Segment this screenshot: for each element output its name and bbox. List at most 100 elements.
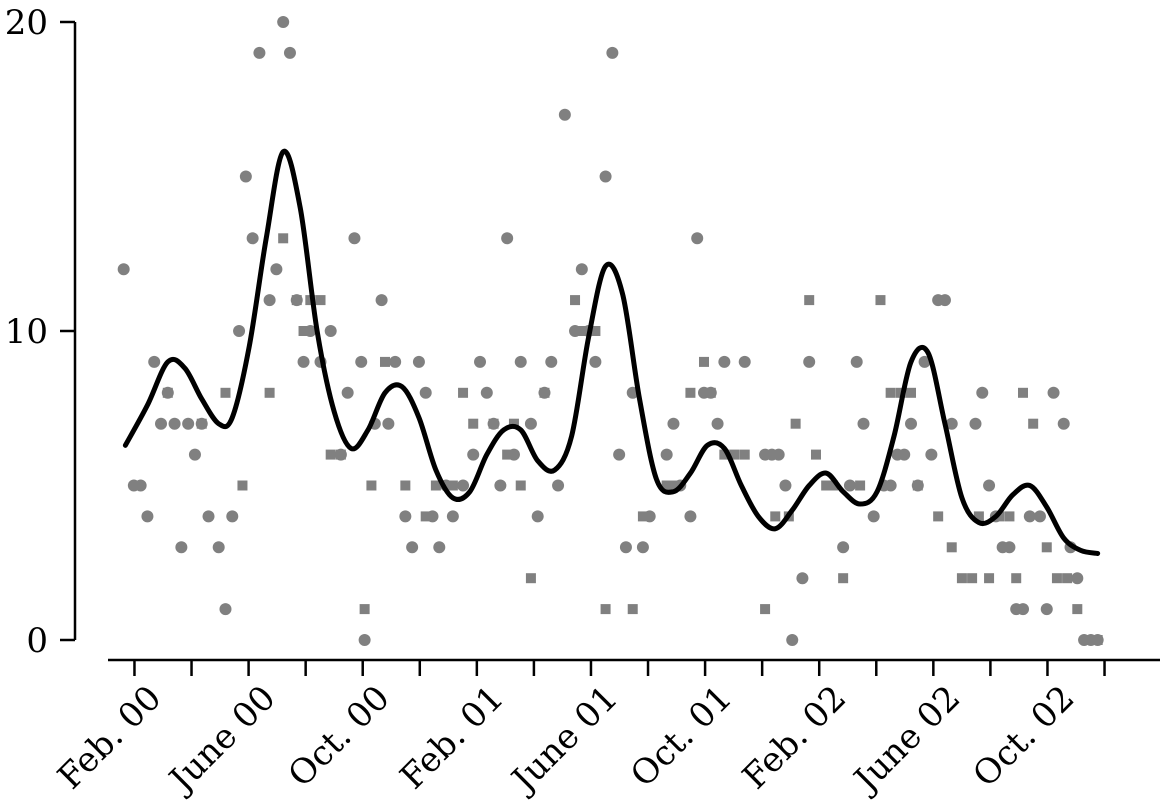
data-point-square: [468, 418, 479, 429]
data-point-circle: [1033, 510, 1046, 523]
data-point-circle: [575, 263, 588, 276]
data-point-square: [1041, 542, 1052, 553]
data-point-square: [875, 295, 886, 306]
data-point-square: [739, 449, 750, 460]
data-point-square: [335, 449, 346, 460]
y-tick-label: 0: [26, 621, 48, 661]
trend-line-group: [122, 148, 1101, 556]
data-point-square: [502, 449, 513, 460]
data-point-circle: [406, 541, 419, 554]
data-point-circle: [433, 541, 446, 554]
data-point-square: [379, 356, 390, 367]
data-point-circle: [341, 386, 354, 399]
data-point-circle: [202, 510, 215, 523]
data-point-circle: [619, 541, 632, 554]
y-ticks: 0 10 20: [5, 3, 75, 661]
data-point-square: [1011, 573, 1022, 584]
data-point-square: [885, 387, 896, 398]
data-point-circle: [925, 448, 938, 461]
data-point-circle: [419, 386, 432, 399]
data-point-square: [291, 295, 302, 306]
data-point-circle: [843, 479, 856, 492]
data-point-circle: [355, 355, 368, 368]
x-tick-label: Oct. 01: [623, 678, 740, 795]
data-point-circle: [480, 386, 493, 399]
data-point-circle: [1057, 417, 1070, 430]
data-point-circle: [494, 479, 507, 492]
data-point-circle: [857, 417, 870, 430]
data-point-circle: [976, 386, 989, 399]
data-point-square: [956, 573, 967, 584]
data-point-circle: [467, 448, 480, 461]
data-point-square: [912, 480, 923, 491]
x-tick-label: Oct. 00: [281, 678, 398, 795]
data-point-square: [760, 604, 771, 615]
data-point-square: [685, 387, 696, 398]
data-point-circle: [718, 355, 731, 368]
data-point-square: [237, 480, 248, 491]
x-tick-label: Feb. 00: [50, 678, 169, 797]
data-point-circle: [297, 355, 310, 368]
data-point-square: [827, 480, 838, 491]
data-point-circle: [233, 325, 246, 337]
data-point-circle: [412, 355, 425, 368]
data-point-square: [1082, 635, 1093, 645]
data-point-square: [906, 387, 917, 398]
y-tick-label: 20: [5, 3, 48, 43]
data-point-square: [1072, 604, 1083, 615]
data-point-circle: [226, 510, 239, 523]
data-point-square: [668, 480, 679, 491]
data-point-square: [804, 295, 815, 306]
data-point-circle: [168, 417, 181, 430]
data-point-circle: [141, 510, 154, 523]
data-point-circle: [691, 232, 704, 245]
x-tick-label: Oct. 02: [965, 678, 1082, 795]
data-point-circle: [283, 46, 296, 59]
data-point-circle: [263, 294, 276, 307]
data-point-square: [220, 387, 231, 398]
data-point-square: [790, 418, 801, 429]
data-point-square: [570, 295, 581, 306]
data-point-circle: [389, 355, 402, 368]
data-point-circle: [850, 355, 863, 368]
data-point-square: [576, 326, 587, 336]
data-point-circle: [796, 572, 809, 585]
data-point-square: [1018, 387, 1029, 398]
data-point-square: [770, 511, 781, 522]
data-point-circle: [552, 479, 565, 492]
data-point-circle: [524, 417, 537, 430]
data-point-circle: [684, 510, 697, 523]
data-point-square: [705, 387, 716, 398]
data-point-square: [525, 573, 536, 584]
data-point-square: [420, 511, 431, 522]
x-tick-label: June 01: [502, 678, 625, 801]
data-point-square: [821, 480, 832, 491]
data-point-square: [1051, 573, 1062, 584]
data-point-circle: [545, 355, 558, 368]
data-point-circle: [636, 541, 649, 554]
data-point-square: [933, 511, 944, 522]
data-point-square: [400, 480, 411, 491]
data-point-circle: [1023, 510, 1036, 523]
trend-line: [122, 148, 1101, 556]
data-point-square: [838, 573, 849, 584]
data-point-circle: [772, 448, 785, 461]
data-point-square: [729, 449, 740, 460]
data-point-circle: [905, 417, 918, 430]
data-point-circle: [155, 417, 168, 430]
data-point-square: [325, 449, 336, 460]
data-point-circle: [786, 634, 799, 646]
data-point-circle: [983, 479, 996, 492]
data-point-square: [1004, 511, 1015, 522]
data-point-square: [196, 418, 207, 429]
data-point-circle: [599, 170, 612, 183]
data-point-circle: [358, 634, 371, 646]
data-point-square: [458, 387, 469, 398]
data-point-circle: [867, 510, 880, 523]
data-point-square: [264, 387, 275, 398]
data-points: [117, 16, 1104, 646]
data-point-square: [984, 573, 995, 584]
data-point-circle: [324, 325, 337, 337]
data-point-circle: [660, 448, 673, 461]
